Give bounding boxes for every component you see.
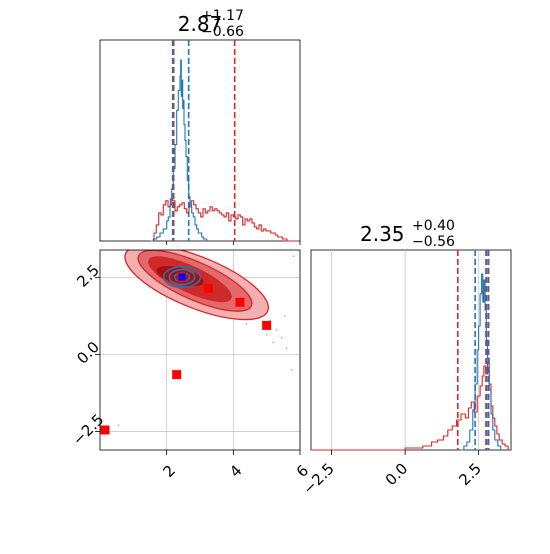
top-histogram-series-0 bbox=[151, 198, 299, 242]
joint-scatter-point-9 bbox=[284, 315, 286, 318]
joint-blue-contour-1 bbox=[168, 268, 196, 286]
right-title-sub: −0.56 bbox=[412, 234, 455, 250]
joint-red-marker-1 bbox=[203, 283, 213, 293]
right-histogram-series-1 bbox=[461, 273, 502, 451]
joint-blue-marker bbox=[178, 273, 186, 281]
joint-red-marker-2 bbox=[235, 297, 245, 307]
joint-scatter-point-2 bbox=[275, 329, 278, 331]
right-title-base: 2.35 bbox=[360, 222, 405, 246]
joint-scatter-point-14 bbox=[292, 255, 295, 258]
joint-red-marker-5 bbox=[100, 425, 110, 435]
right-title-sup: +0.40 bbox=[412, 218, 455, 234]
joint-panel-frame bbox=[99, 249, 301, 451]
right-panel-series bbox=[311, 273, 509, 451]
joint-scatter-point-5 bbox=[285, 347, 288, 350]
top-panel-frame bbox=[99, 39, 301, 242]
top-histogram-series-1 bbox=[150, 59, 208, 242]
joint-scatter-point-3 bbox=[280, 336, 283, 339]
joint-scatter-point-4 bbox=[272, 341, 275, 344]
joint-blue-contour-0 bbox=[162, 265, 202, 289]
top-title-sup: +1.17 bbox=[201, 8, 244, 24]
top-panel-quantile-lines bbox=[171, 40, 236, 241]
joint-scatter-point-10 bbox=[290, 369, 293, 371]
joint-red-marker-4 bbox=[172, 370, 182, 380]
joint-scatter-point-15 bbox=[117, 424, 120, 427]
top-title-sub: −0.66 bbox=[201, 24, 244, 40]
joint-panel-content bbox=[100, 250, 295, 435]
panel-top-marginal: 2.87 +1.17 −0.66 bbox=[99, 8, 301, 245]
right-panel-quantile-lines bbox=[456, 250, 490, 450]
right-panel-frame bbox=[310, 249, 512, 451]
joint-scatter-point-6 bbox=[265, 333, 268, 336]
top-panel-title: 2.87 bbox=[178, 12, 223, 36]
joint-red-marker-3 bbox=[262, 320, 272, 330]
top-panel-series bbox=[150, 59, 299, 242]
top-title-base: 2.87 bbox=[178, 12, 223, 36]
right-histogram-series-0 bbox=[311, 361, 509, 451]
joint-scatter-point-17 bbox=[245, 322, 248, 325]
top-panel-ticks bbox=[166, 241, 301, 245]
